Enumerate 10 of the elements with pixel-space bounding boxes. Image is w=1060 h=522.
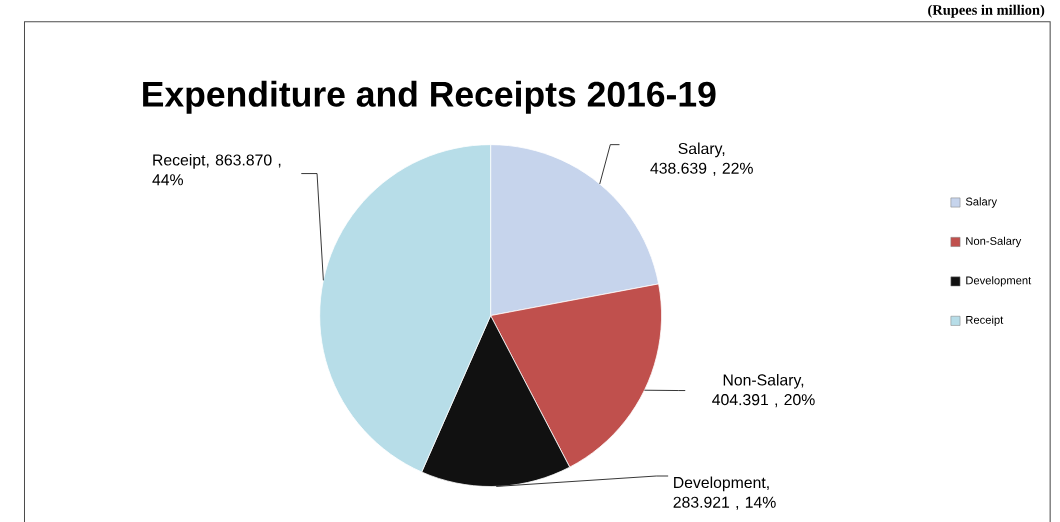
data-label: Development, 283.921 , 14% (673, 476, 776, 510)
data-label: Non-Salary, 404.391 , 20% (712, 373, 815, 408)
text: (Rupees in million) (928, 4, 1045, 18)
chart-title: Expenditure and Receipts 2016-19 (143, 80, 716, 114)
legend-label: Receipt (966, 315, 1004, 327)
legend-label: Salary (965, 197, 998, 208)
legend-label: Development (966, 276, 1032, 287)
data-label: Salary, 438.639 , 22% (650, 142, 753, 176)
legend-label: Non-Salary (966, 236, 1022, 248)
data-label: Receipt, 863.870 , 44% (152, 153, 281, 186)
